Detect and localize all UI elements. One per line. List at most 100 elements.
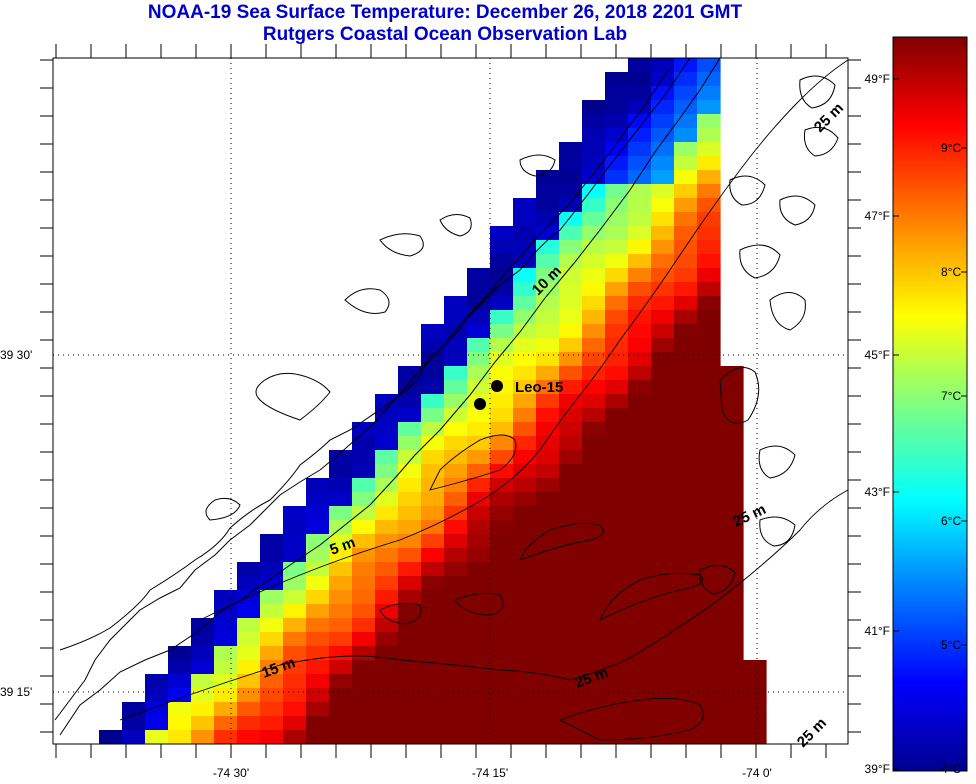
sst-pixel: [444, 464, 468, 479]
sst-pixel: [191, 716, 215, 731]
sst-pixel: [674, 716, 698, 731]
sst-pixel: [697, 114, 721, 129]
sst-pixel: [674, 58, 698, 73]
sst-pixel: [651, 212, 675, 227]
sst-pixel: [582, 338, 606, 353]
sst-pixel: [490, 240, 514, 255]
sst-pixel: [651, 716, 675, 731]
sst-pixel: [559, 534, 583, 549]
sst-pixel: [720, 716, 744, 731]
sst-pixel: [513, 198, 537, 213]
sst-pixel: [697, 128, 721, 143]
sst-pixel: [145, 730, 169, 744]
sst-pixel: [628, 576, 652, 591]
sst-pixel: [559, 618, 583, 633]
sst-pixel: [674, 338, 698, 353]
sst-pixel: [214, 716, 238, 731]
sst-pixel: [582, 198, 606, 213]
sst-pixel: [582, 436, 606, 451]
sst-pixel: [444, 366, 468, 381]
sst-pixel: [674, 618, 698, 633]
sst-pixel: [628, 324, 652, 339]
sst-pixel: [352, 464, 376, 479]
sst-pixel: [559, 730, 583, 744]
sst-pixel: [513, 618, 537, 633]
sst-pixel: [697, 212, 721, 227]
sst-pixel: [674, 520, 698, 535]
sst-pixel: [329, 702, 353, 717]
sst-pixel: [582, 240, 606, 255]
sst-pixel: [674, 142, 698, 157]
sst-pixel: [513, 506, 537, 521]
sst-pixel: [444, 576, 468, 591]
station-marker-south: [474, 398, 486, 410]
sst-pixel: [651, 100, 675, 115]
sst-pixel: [697, 520, 721, 535]
sst-pixel: [559, 212, 583, 227]
sst-pixel: [467, 338, 491, 353]
sst-pixel: [490, 254, 514, 269]
sst-pixel: [444, 296, 468, 311]
sst-pixel: [421, 590, 445, 605]
sst-pixel: [628, 618, 652, 633]
sst-pixel: [329, 450, 353, 465]
sst-pixel: [513, 478, 537, 493]
sst-pixel: [490, 310, 514, 325]
sst-pixel: [352, 716, 376, 731]
sst-pixel: [697, 492, 721, 507]
sst-pixel: [628, 114, 652, 129]
sst-pixel: [398, 660, 422, 675]
sst-pixel: [720, 576, 744, 591]
colorbar-f-47: 47°F: [865, 209, 890, 223]
sst-pixel: [559, 450, 583, 465]
sst-pixel: [697, 590, 721, 605]
sst-pixel: [720, 674, 744, 689]
sst-pixel: [559, 394, 583, 409]
sst-pixel: [582, 296, 606, 311]
sst-pixel: [306, 506, 330, 521]
sst-pixel: [651, 548, 675, 563]
sst-pixel: [536, 576, 560, 591]
sst-pixel: [628, 380, 652, 395]
sst-pixel: [697, 366, 721, 381]
sst-pixel: [191, 674, 215, 689]
sst-pixel: [467, 562, 491, 577]
sst-pixel: [559, 520, 583, 535]
sst-pixel: [490, 506, 514, 521]
sst-pixel: [651, 394, 675, 409]
sst-pixel: [651, 562, 675, 577]
sst-pixel: [559, 506, 583, 521]
sst-pixel: [444, 646, 468, 661]
sst-pixel: [329, 506, 353, 521]
sst-pixel: [467, 590, 491, 605]
sst-pixel: [214, 674, 238, 689]
sst-pixel: [444, 674, 468, 689]
sst-pixel: [628, 730, 652, 744]
sst-pixel: [651, 576, 675, 591]
sst-pixel: [674, 506, 698, 521]
sst-pixel: [398, 576, 422, 591]
sst-pixel: [513, 450, 537, 465]
sst-pixel: [697, 408, 721, 423]
sst-pixel: [697, 548, 721, 563]
sst-pixel: [329, 478, 353, 493]
sst-pixel: [628, 352, 652, 367]
sst-pixel: [559, 254, 583, 269]
sst-pixel: [145, 674, 169, 689]
sst-pixel: [536, 646, 560, 661]
sst-pixel: [467, 492, 491, 507]
sst-pixel-grid: [99, 58, 767, 744]
sst-pixel: [444, 632, 468, 647]
sst-pixel: [697, 646, 721, 661]
sst-pixel: [605, 660, 629, 675]
sst-pixel: [375, 478, 399, 493]
sst-pixel: [697, 184, 721, 199]
sst-pixel: [398, 646, 422, 661]
sst-pixel: [283, 730, 307, 744]
sst-pixel: [674, 548, 698, 563]
sst-pixel: [605, 506, 629, 521]
colorbar-c-5: 5°C: [941, 638, 961, 652]
sst-pixel: [697, 100, 721, 115]
sst-pixel: [306, 478, 330, 493]
sst-pixel: [375, 506, 399, 521]
